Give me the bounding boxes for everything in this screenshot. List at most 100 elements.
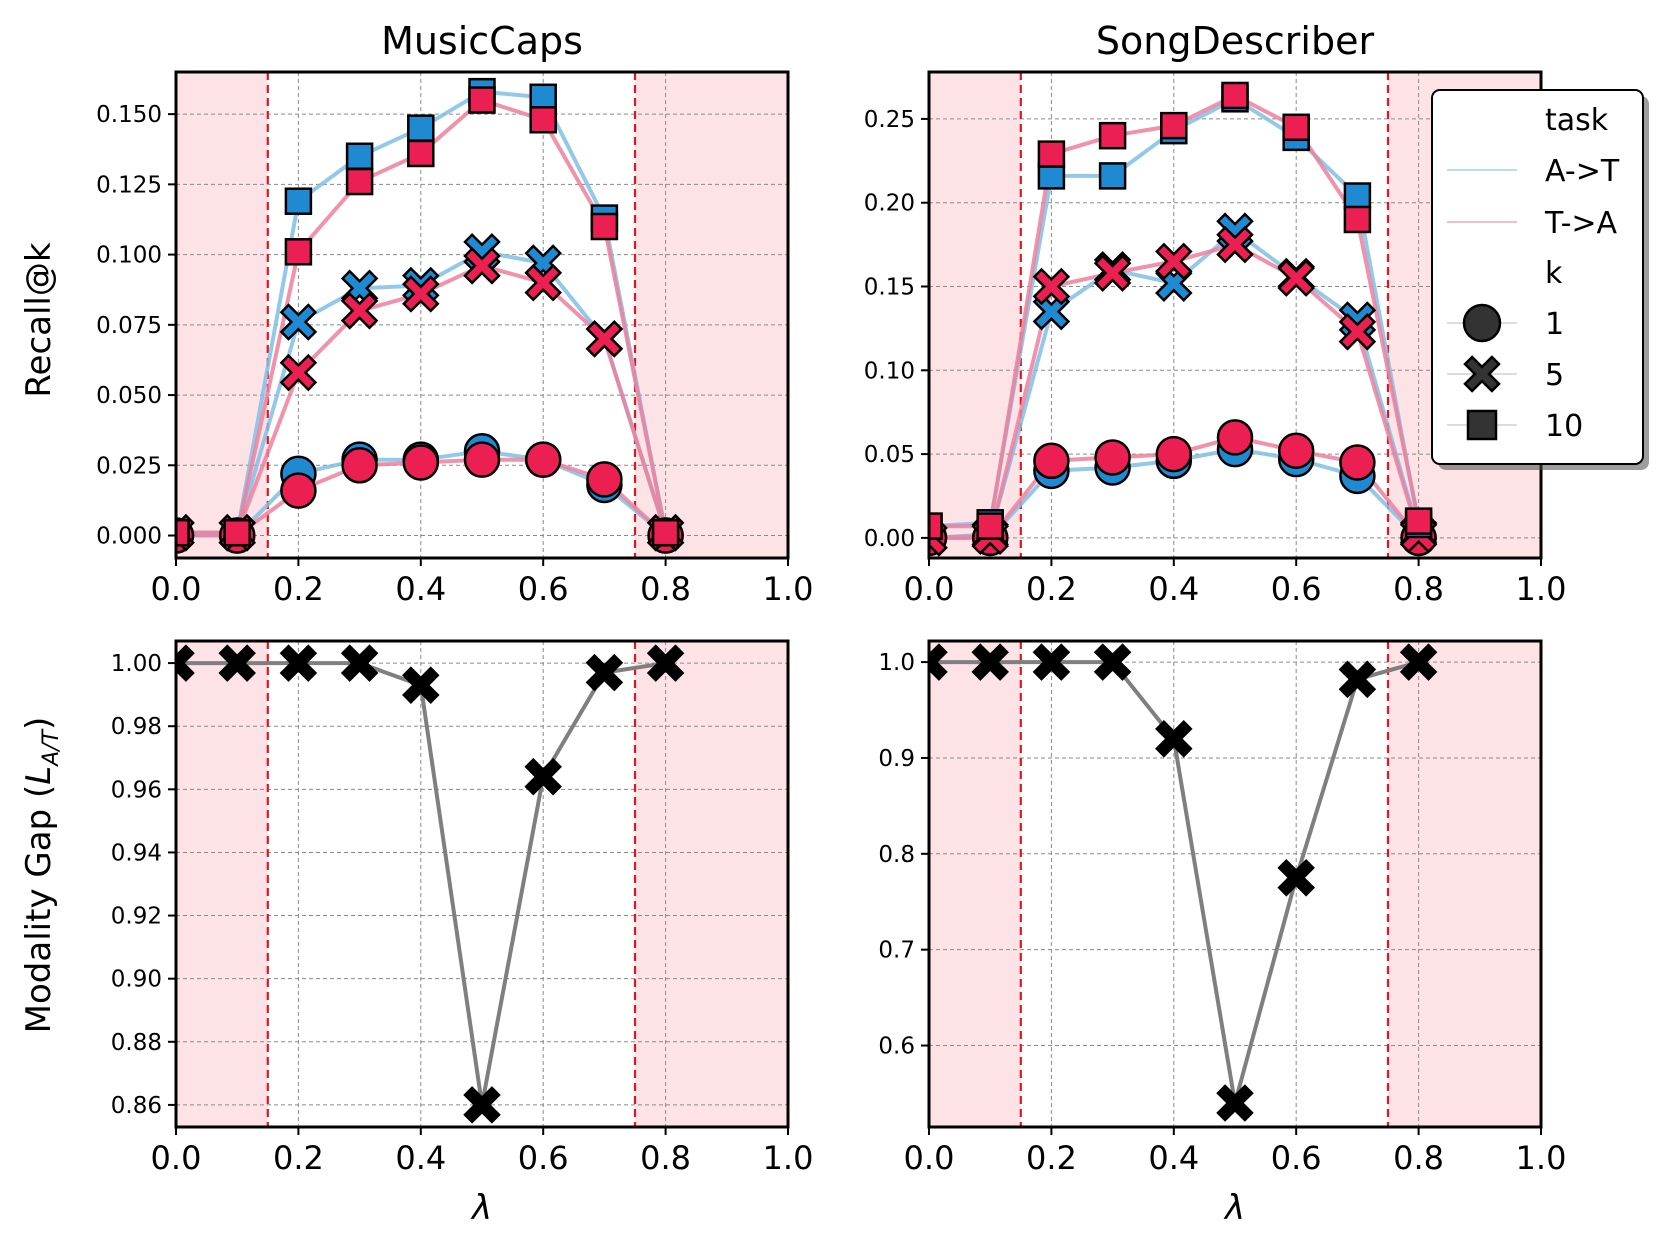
marker-t2a-k5 <box>1093 254 1132 292</box>
y-tick-label: 0.96 <box>111 777 162 803</box>
marker-t2a-k5 <box>585 320 624 358</box>
marker-t2a-k10 <box>651 518 680 547</box>
legend: task A->T T->A k 1 5 10 <box>1431 89 1649 470</box>
data-layer <box>176 644 685 1124</box>
legend-k1-label: 1 <box>1545 307 1564 342</box>
marker-t2a-k5 <box>1338 313 1377 351</box>
x-tick-label: 0.0 <box>904 1139 955 1177</box>
marker-a2t-k10 <box>407 114 435 142</box>
axes-frame <box>174 639 790 1129</box>
y-tick-label: 0.00 <box>864 526 915 552</box>
marker-t2a-k5 <box>524 263 562 302</box>
y-tick-label: 0.8 <box>878 842 915 868</box>
gap-marker <box>176 644 195 682</box>
marker-t2a-k1 <box>1033 442 1070 480</box>
gap-marker <box>1093 643 1132 681</box>
y-tick-label: 0.150 <box>96 102 162 128</box>
marker-t2a-k5 <box>463 247 501 285</box>
marker-t2a-k10 <box>1404 507 1433 535</box>
y-tick-label: 0.7 <box>878 938 915 964</box>
ylabel-recall: Recall@k <box>19 242 59 397</box>
marker-t2a-k10 <box>1160 111 1188 140</box>
legend-k1-marker <box>1462 303 1502 343</box>
x-tick-label: 1.0 <box>1516 1139 1567 1177</box>
y-tick-label: 0.94 <box>111 840 162 866</box>
ylabel-gap-prefix: Modality Gap ( <box>19 785 59 1034</box>
x-tick-label: 0.4 <box>395 1139 446 1177</box>
marker-t2a-k1 <box>586 461 623 498</box>
y-tick-label: 0.90 <box>111 967 162 993</box>
y-tick-label: 1.0 <box>878 650 915 676</box>
marker-t2a-k5 <box>279 353 318 392</box>
marker-t2a-k10 <box>1098 121 1127 150</box>
marker-t2a-k1 <box>1094 439 1131 476</box>
marker-t2a-k10 <box>976 512 1004 540</box>
marker-t2a-k10 <box>929 512 943 540</box>
x-tick-label: 0.8 <box>640 1139 691 1177</box>
marker-t2a-k1 <box>402 444 440 481</box>
legend-task-title: task <box>1545 103 1609 138</box>
shaded-region <box>929 72 1021 558</box>
legend-a2t-label: A->T <box>1545 154 1620 189</box>
gap-marker <box>1155 720 1193 758</box>
panel-musiccaps-gap: 0.0 0.2 0.4 0.6 0.8 1.0 0.86 0.88 0.90 0.92 0.94 0.… <box>111 639 813 1228</box>
shaded-region <box>1388 641 1541 1127</box>
shaded-region <box>635 641 788 1127</box>
data-layer <box>176 77 685 554</box>
marker-t2a-k1 <box>463 441 501 478</box>
y-tick-label: 0.88 <box>111 1030 162 1056</box>
marker-a2t-k10 <box>1098 162 1127 190</box>
gap-marker <box>524 757 562 796</box>
marker-t2a-k10 <box>1282 113 1310 142</box>
marker-t2a-k5 <box>1216 225 1254 264</box>
ylabel-modality-gap: Modality Gap (LA/T) <box>19 717 64 1034</box>
x-tick-label: 0.8 <box>1393 570 1444 608</box>
legend-k10-label: 10 <box>1545 409 1583 444</box>
gap-marker <box>1399 643 1438 681</box>
legend-k5-label: 5 <box>1545 358 1564 393</box>
legend-box <box>1431 89 1644 465</box>
marker-t2a-k10 <box>223 518 251 547</box>
marker-t2a-k10 <box>590 212 619 241</box>
marker-t2a-k10 <box>1221 81 1249 110</box>
legend-k5-marker <box>1463 355 1501 393</box>
gap-marker <box>971 643 1009 681</box>
marker-a2t-k5 <box>279 303 318 341</box>
marker-t2a-k1 <box>1339 444 1376 481</box>
shaded-region <box>635 72 788 558</box>
marker-t2a-k10 <box>1343 205 1372 234</box>
gap-marker <box>1216 1084 1254 1122</box>
y-tick-label: 0.125 <box>96 172 162 198</box>
panel-songdescriber-recall: 0.0 0.2 0.4 0.6 0.8 1.0 0.00 0.05 0.10 0.15 0.20 0.… <box>864 19 1567 608</box>
x-tick-label: 0.6 <box>518 1139 569 1177</box>
shaded-region <box>929 641 1021 1127</box>
x-tick-label: 1.0 <box>763 570 814 608</box>
y-tick-label: 0.92 <box>111 904 162 930</box>
y-tick-label: 0.6 <box>878 1034 915 1060</box>
legend-t2a-label: T->A <box>1544 206 1618 241</box>
marker-t2a-k1 <box>524 441 562 478</box>
x-tick-label: 0.6 <box>1271 1139 1322 1177</box>
gap-marker <box>340 644 379 682</box>
marker-t2a-k5 <box>1155 242 1193 281</box>
gap-marker <box>218 644 256 682</box>
x-axis-label: λ <box>1223 1188 1245 1228</box>
marker-t2a-k10 <box>345 167 374 196</box>
marker-t2a-k10 <box>407 139 435 168</box>
y-tick-label: 0.25 <box>864 107 915 133</box>
gap-marker <box>646 644 685 682</box>
legend-k5-x-shape <box>1463 355 1501 393</box>
x-tick-label: 0.4 <box>1148 1139 1199 1177</box>
y-tick-label: 0.025 <box>96 453 162 479</box>
shaded-region <box>176 641 268 1127</box>
marker-a2t-k10 <box>284 187 313 215</box>
y-tick-label: 0.86 <box>111 1093 162 1119</box>
marker-t2a-k1 <box>1155 435 1193 473</box>
y-tick-label: 0.050 <box>96 383 162 409</box>
marker-t2a-k5 <box>402 275 440 313</box>
marker-t2a-k5 <box>340 292 379 330</box>
data-layer <box>929 81 1438 557</box>
x-tick-label: 0.0 <box>151 570 202 608</box>
y-tick-label: 0.98 <box>111 714 162 740</box>
y-tick-label: 0.075 <box>96 313 162 339</box>
